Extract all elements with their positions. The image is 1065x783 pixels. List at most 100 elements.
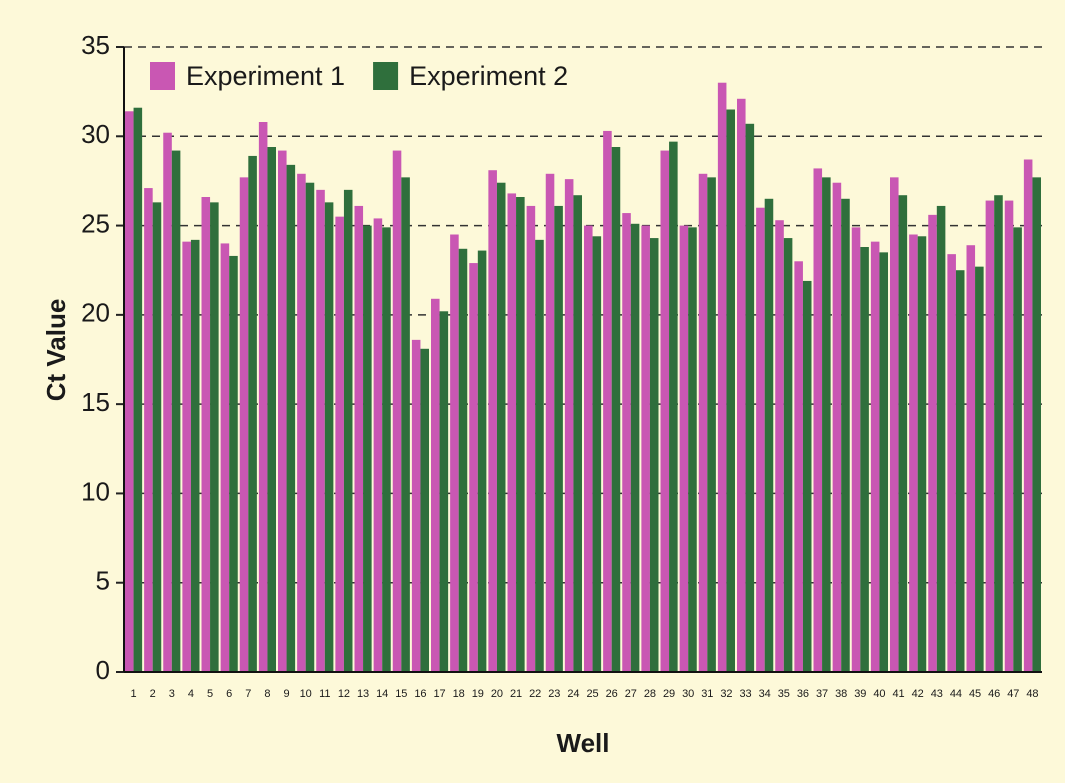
bar bbox=[584, 225, 593, 673]
y-tick-label: 20 bbox=[81, 298, 110, 328]
bar bbox=[898, 195, 908, 672]
bar bbox=[1023, 159, 1033, 672]
legend-swatch bbox=[373, 62, 399, 90]
bar bbox=[832, 182, 842, 672]
x-tick-label: 16 bbox=[414, 688, 426, 700]
bar bbox=[737, 98, 746, 673]
x-tick-label: 5 bbox=[207, 688, 213, 700]
bar bbox=[649, 238, 659, 673]
bar bbox=[879, 252, 888, 672]
bar bbox=[535, 239, 544, 672]
bar bbox=[392, 150, 402, 673]
bar bbox=[488, 170, 497, 672]
bar bbox=[343, 189, 353, 672]
y-tick-label: 0 bbox=[96, 655, 110, 685]
bar bbox=[324, 202, 334, 672]
bar bbox=[975, 266, 984, 672]
bar bbox=[1004, 200, 1014, 673]
x-tick-label: 28 bbox=[644, 688, 656, 700]
x-tick-label: 17 bbox=[433, 688, 445, 700]
x-tick-label: 23 bbox=[548, 688, 560, 700]
x-tick-label: 37 bbox=[816, 688, 828, 700]
bar bbox=[794, 261, 803, 672]
bar bbox=[928, 214, 937, 672]
bar bbox=[841, 198, 850, 673]
bar bbox=[947, 254, 956, 672]
x-tick-label: 39 bbox=[854, 688, 866, 700]
x-tick-label: 43 bbox=[931, 688, 943, 700]
x-tick-label: 18 bbox=[453, 688, 465, 700]
bar bbox=[764, 198, 774, 673]
x-tick-label: 15 bbox=[395, 688, 407, 700]
bar bbox=[917, 236, 927, 673]
y-tick-label: 5 bbox=[96, 566, 110, 596]
bar bbox=[163, 132, 172, 672]
bar bbox=[745, 123, 755, 673]
legend-label: Experiment 2 bbox=[409, 61, 568, 91]
x-tick-label: 32 bbox=[720, 688, 732, 700]
bar bbox=[335, 216, 344, 672]
x-tick-label: 12 bbox=[338, 688, 350, 700]
bar bbox=[603, 130, 612, 672]
bar bbox=[756, 207, 765, 672]
x-tick-label: 45 bbox=[969, 688, 981, 700]
bar bbox=[507, 193, 517, 672]
bar bbox=[641, 225, 650, 673]
bar bbox=[813, 168, 823, 672]
x-tick-label: 41 bbox=[892, 688, 904, 700]
bar bbox=[1032, 177, 1041, 672]
bar bbox=[592, 236, 602, 673]
bar bbox=[783, 238, 793, 673]
y-tick-label: 25 bbox=[81, 208, 110, 238]
bar bbox=[679, 225, 689, 673]
bar bbox=[248, 155, 257, 672]
bar bbox=[201, 197, 211, 672]
bar bbox=[450, 234, 459, 672]
x-tick-label: 38 bbox=[835, 688, 847, 700]
bar bbox=[545, 173, 555, 673]
bar bbox=[822, 177, 831, 672]
y-tick-label: 15 bbox=[81, 387, 110, 417]
x-tick-label: 6 bbox=[226, 688, 232, 700]
bar bbox=[297, 173, 306, 673]
bar bbox=[278, 150, 287, 673]
bar bbox=[182, 241, 191, 672]
x-tick-label: 27 bbox=[625, 688, 637, 700]
bar bbox=[622, 213, 631, 673]
y-axis-label: Ct Value bbox=[41, 299, 71, 402]
bar bbox=[190, 239, 200, 672]
x-tick-label: 19 bbox=[472, 688, 484, 700]
bar bbox=[564, 179, 574, 672]
bar bbox=[775, 220, 784, 672]
x-tick-label: 20 bbox=[491, 688, 503, 700]
x-tick-label: 3 bbox=[169, 688, 175, 700]
x-tick-label: 21 bbox=[510, 688, 522, 700]
legend-swatch bbox=[150, 62, 175, 90]
x-tick-label: 31 bbox=[701, 688, 713, 700]
bar bbox=[516, 197, 525, 672]
bar bbox=[554, 205, 563, 672]
y-tick-label: 35 bbox=[81, 30, 110, 60]
bar bbox=[363, 225, 372, 673]
bar bbox=[477, 250, 487, 673]
x-tick-label: 8 bbox=[264, 688, 270, 700]
bar bbox=[688, 227, 697, 672]
bar bbox=[936, 205, 946, 672]
bar bbox=[630, 223, 640, 673]
bar bbox=[125, 111, 134, 673]
bar bbox=[611, 147, 621, 672]
x-tick-label: 25 bbox=[586, 688, 598, 700]
bar bbox=[660, 150, 670, 673]
x-tick-label: 44 bbox=[950, 688, 962, 700]
y-tick-label: 30 bbox=[81, 119, 110, 149]
x-tick-label: 7 bbox=[245, 688, 251, 700]
x-tick-label: 42 bbox=[912, 688, 924, 700]
bar bbox=[305, 182, 315, 672]
bar bbox=[469, 263, 478, 672]
bar bbox=[316, 189, 325, 672]
x-tick-label: 36 bbox=[797, 688, 809, 700]
x-tick-label: 10 bbox=[300, 688, 312, 700]
x-tick-label: 48 bbox=[1026, 688, 1038, 700]
bar bbox=[152, 202, 162, 672]
